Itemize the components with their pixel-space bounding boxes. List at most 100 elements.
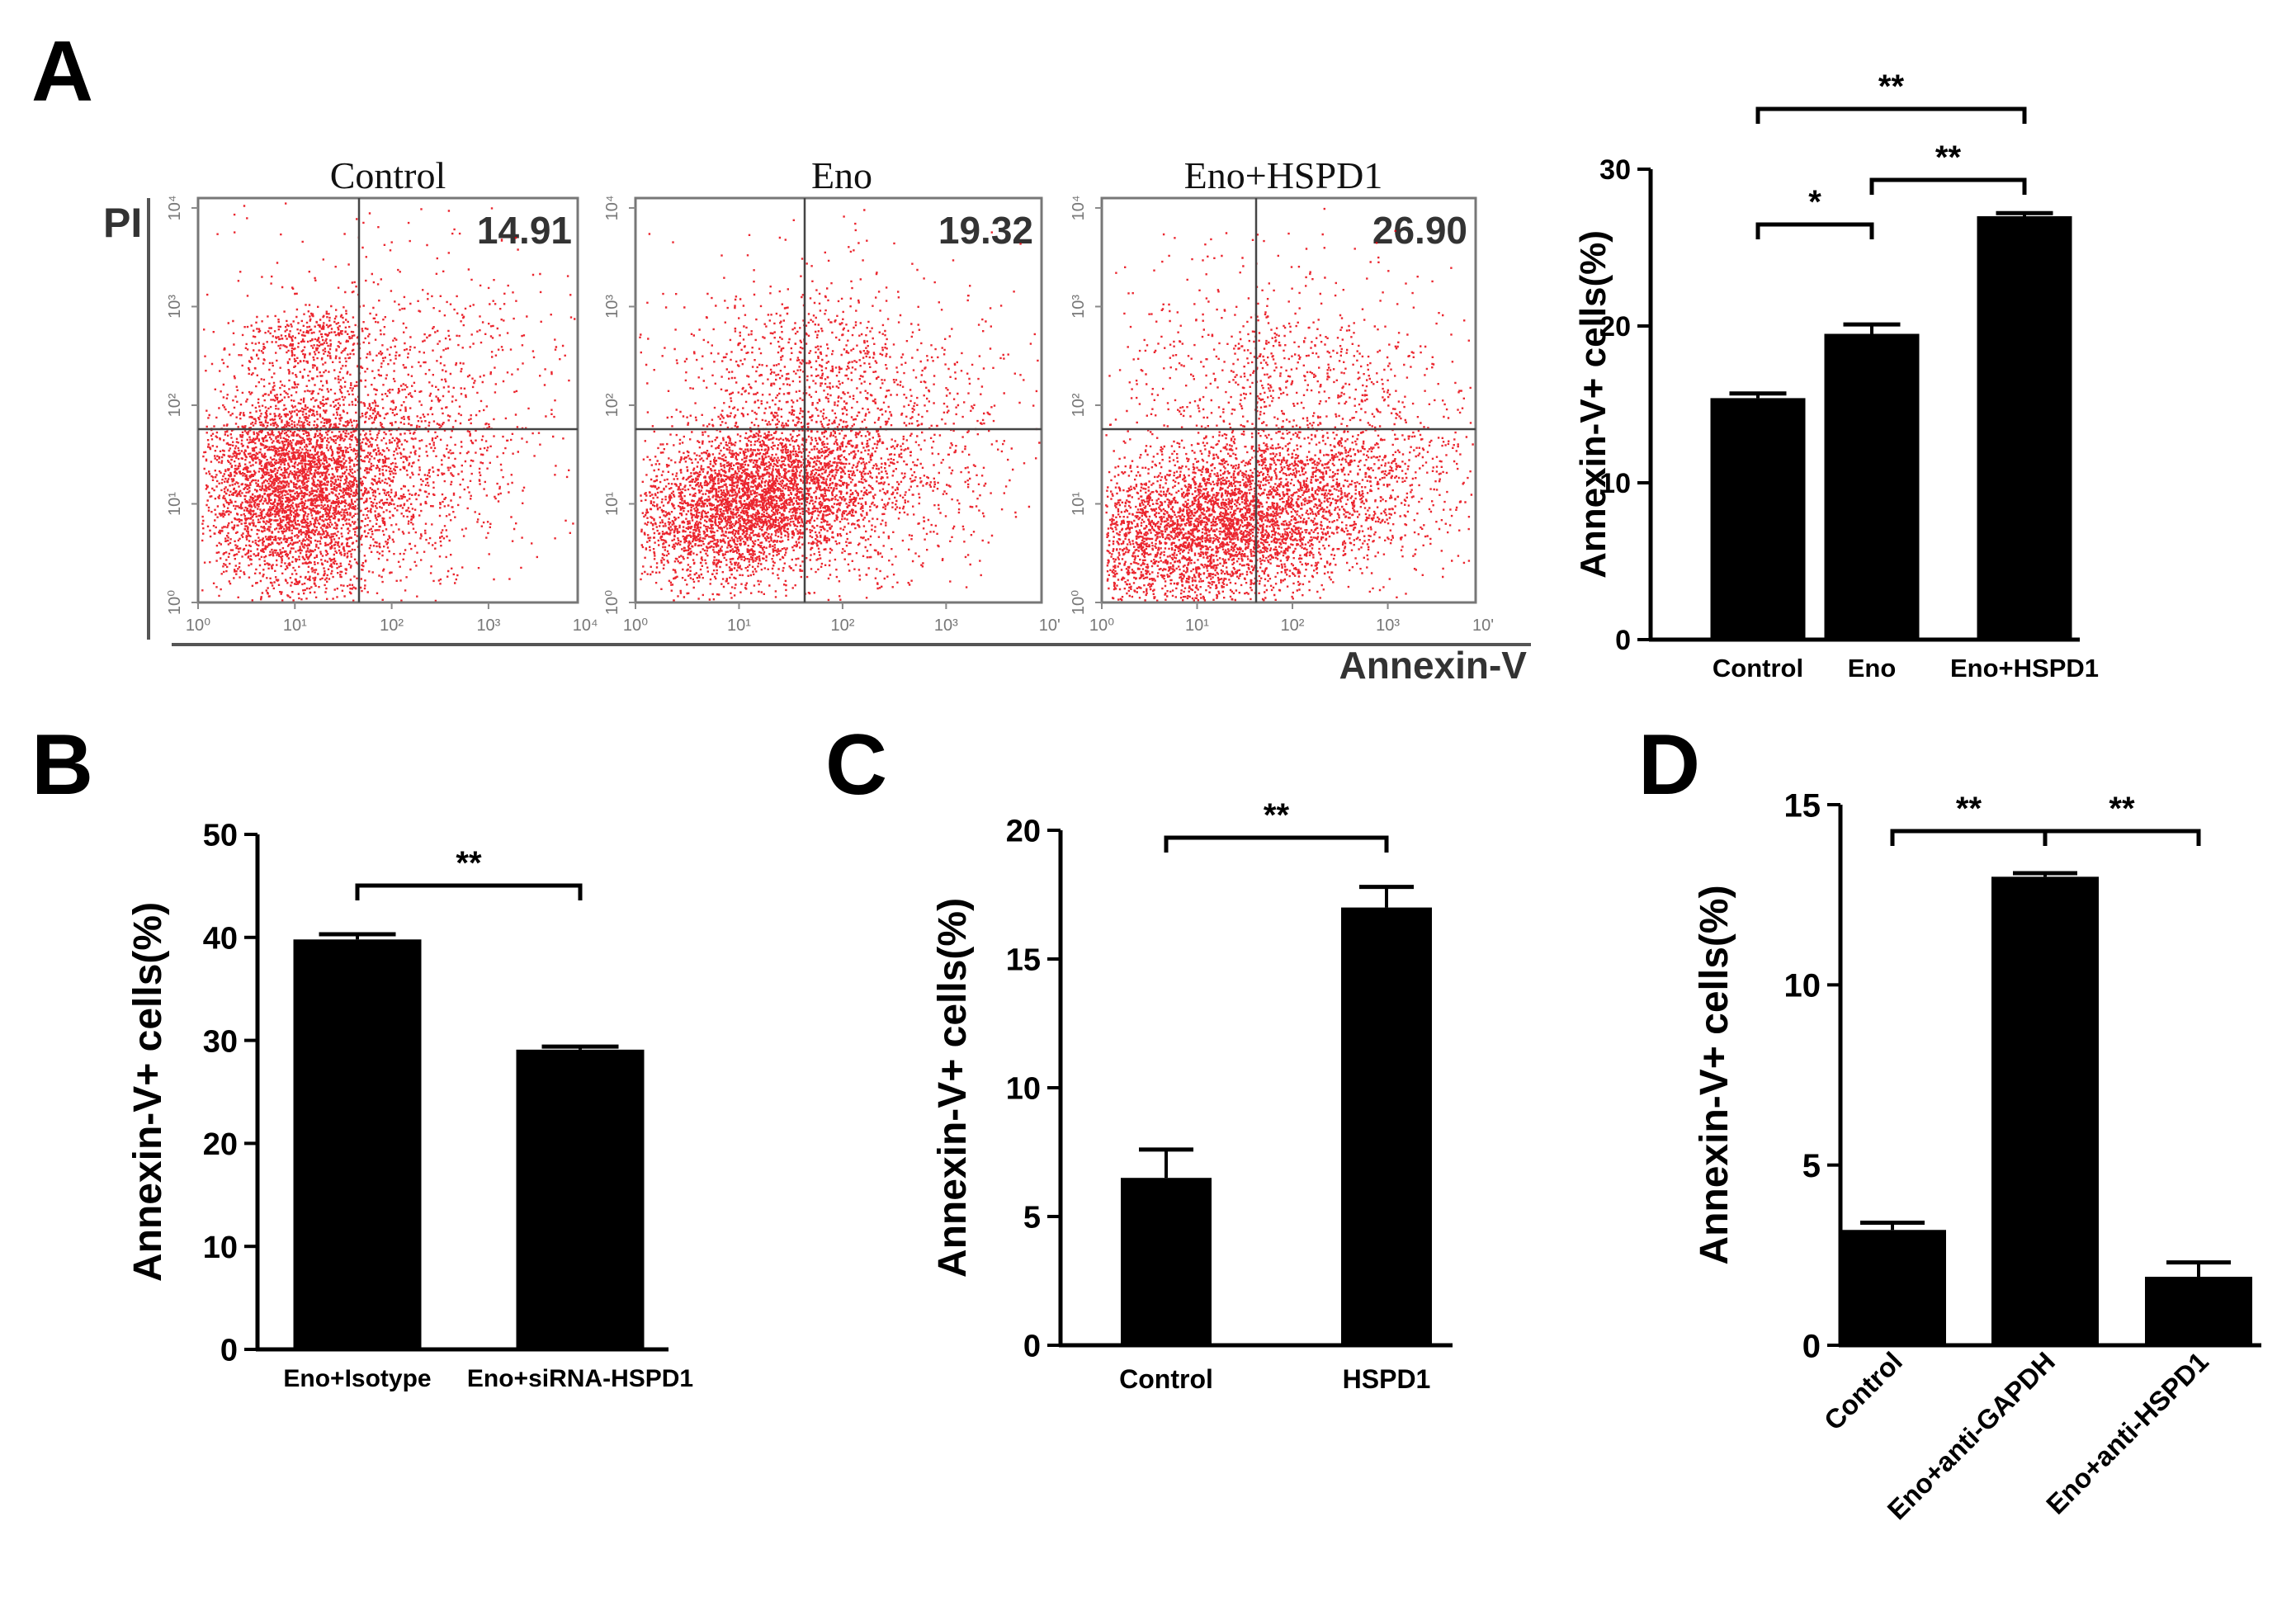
y-tick-label: 30 <box>1599 154 1631 186</box>
y-tick-label: 10 <box>203 1231 238 1265</box>
bar <box>2145 1277 2252 1345</box>
y-tick-label: 30 <box>203 1024 238 1059</box>
flow-quadrant-percent: 14.91 <box>477 209 572 252</box>
x-category-label: Eno+anti-GAPDH <box>1882 1346 2061 1525</box>
x-category-label: Eno+siRNA-HSPD1 <box>467 1365 693 1392</box>
panel-letter-c: C <box>825 717 887 813</box>
y-axis-label: Annexin-V+ cells(%) <box>931 898 975 1278</box>
y-tick-label: 10 <box>1784 968 1821 1004</box>
y-tick-label: 20 <box>203 1127 238 1162</box>
bar <box>1991 876 2099 1345</box>
significance-label: ** <box>456 845 482 881</box>
panel-letter-d: D <box>1638 717 1700 813</box>
flow-panel-title: Eno+HSPD1 <box>1184 154 1383 196</box>
y-tick-label: 0 <box>1802 1328 1821 1364</box>
y-axis-label: Annexin-V+ cells(%) <box>126 902 170 1282</box>
bar-chart-a: 0 10 20 30 Annexin-V+ cells(%) Control Eno Eno+… <box>1573 69 2099 683</box>
bar <box>293 939 422 1349</box>
bar <box>516 1049 645 1349</box>
y-tick-label: 10 <box>1599 468 1631 499</box>
flow-x-tick-label: 10¹ <box>727 617 751 635</box>
y-tick-label: 10 <box>1006 1072 1041 1107</box>
flow-x-tick-label: 10² <box>830 617 854 635</box>
y-tick-label: 15 <box>1784 787 1821 824</box>
x-category-label: Eno <box>1848 654 1897 683</box>
flow-x-tick-label: 10³ <box>1376 617 1400 635</box>
flow-x-tick-label: 10⁰ <box>186 617 210 635</box>
y-tick-label: 50 <box>203 819 238 853</box>
significance-label: ** <box>1264 797 1290 834</box>
flow-scatter-dots <box>1105 207 1474 602</box>
x-category-label: Control <box>1818 1346 1908 1436</box>
flow-x-tick-label: 10³ <box>934 617 958 635</box>
significance-bracket <box>1890 829 2048 846</box>
flow-x-tick-label: 10¹ <box>283 617 307 635</box>
flow-x-tick-label: 10³ <box>476 617 500 635</box>
flow-quadrant-percent: 26.90 <box>1372 209 1467 252</box>
y-tick-label: 20 <box>1599 311 1631 343</box>
flow-y-tick-label: 10⁰ <box>603 590 621 615</box>
x-category-label: Control <box>1713 654 1803 683</box>
panel-letter-a: A <box>31 24 93 120</box>
flow-x-tick-label: 10² <box>1281 617 1305 635</box>
significance-label: ** <box>1935 139 1962 176</box>
bar-chart-b: 0 10 20 30 40 50 Annexin-V+ cells(%) Eno+Isotyp… <box>126 819 693 1392</box>
flow-scatter-dots <box>201 202 576 602</box>
y-tick-label: 0 <box>220 1334 238 1368</box>
x-category-label: HSPD1 <box>1343 1364 1431 1394</box>
y-axis-label: Annexin-V+ cells(%) <box>1573 230 1613 579</box>
flow-x-tick-label: 10⁰ <box>623 617 648 635</box>
bar <box>1824 333 1920 640</box>
flow-y-tick-label: 10⁰ <box>1070 590 1088 615</box>
flow-y-axis-label: PI <box>103 200 142 246</box>
significance-bracket <box>1755 222 1874 239</box>
flow-scatter-points <box>639 209 1041 602</box>
flow-panel-control: Control 14.91 10⁰ 10¹ 10² 10³ 10⁴ 10⁰ 10¹ 10² 10… <box>166 154 598 635</box>
flow-y-tick-label: 10⁴ <box>1070 196 1088 221</box>
y-tick-label: 5 <box>1802 1148 1821 1184</box>
flow-y-tick-label: 10⁴ <box>166 196 184 221</box>
flow-cytometry-panels: PI Annexin-V Control 14.91 10⁰ 10¹ 10² 10³ 1… <box>103 154 1531 687</box>
flow-y-tick-label: 10³ <box>603 295 621 319</box>
significance-bracket <box>2043 829 2201 846</box>
x-category-label: Eno+Isotype <box>283 1365 431 1392</box>
significance-label: * <box>1808 184 1821 220</box>
flow-y-tick-label: 10² <box>166 393 184 417</box>
flow-scatter-points <box>201 202 576 602</box>
significance-label: ** <box>2109 791 2135 827</box>
panel-letter-b: B <box>31 717 93 813</box>
flow-panel-title: Control <box>330 154 446 196</box>
x-category-label: Eno+anti-HSPD1 <box>2040 1346 2214 1520</box>
flow-plot-frame <box>196 196 579 604</box>
flow-x-tick-label: 10' <box>1472 617 1494 635</box>
significance-bracket <box>1869 177 2027 195</box>
flow-y-tick-label: 10⁰ <box>166 590 184 615</box>
flow-y-tick-label: 10¹ <box>603 492 621 516</box>
flow-quadrant-percent: 19.32 <box>938 209 1033 252</box>
flow-scatter-points <box>1105 207 1474 602</box>
y-tick-label: 15 <box>1006 943 1041 978</box>
flow-panel-eno: Eno 19.32 10⁰ 10¹ 10² 10³ 10' 10⁰ 10¹ 10² 10³ 10⁴ <box>603 154 1061 635</box>
bar <box>1710 398 1806 640</box>
bar <box>1121 1178 1212 1345</box>
bar <box>1341 907 1432 1345</box>
flow-y-tick-label: 10² <box>1070 393 1088 417</box>
x-category-label: Eno+HSPD1 <box>1950 654 2099 683</box>
flow-panel-eno-hspd1: Eno+HSPD1 26.90 10⁰ 10¹ 10² 10³ 10' 10⁰ 10¹ 10²… <box>1070 154 1494 635</box>
flow-y-tick-label: 10³ <box>1070 295 1088 319</box>
flow-plot-frame <box>634 196 1043 604</box>
bar <box>1977 216 2072 640</box>
significance-label: ** <box>1878 69 1905 105</box>
y-tick-label: 5 <box>1023 1201 1041 1235</box>
flow-y-tick-label: 10³ <box>166 295 184 319</box>
y-axis-label: Annexin-V+ cells(%) <box>1693 885 1736 1264</box>
flow-x-tick-label: 10' <box>1039 617 1061 635</box>
significance-label: ** <box>1956 791 1982 827</box>
bar-chart-c: 0 5 10 15 20 Annexin-V+ cells(%) Control HSPD1 *… <box>931 797 1453 1394</box>
flow-panel-title: Eno <box>811 154 872 196</box>
y-tick-label: 20 <box>1006 815 1041 849</box>
flow-plot-frame <box>1100 196 1477 604</box>
flow-x-tick-label: 10¹ <box>1185 617 1209 635</box>
